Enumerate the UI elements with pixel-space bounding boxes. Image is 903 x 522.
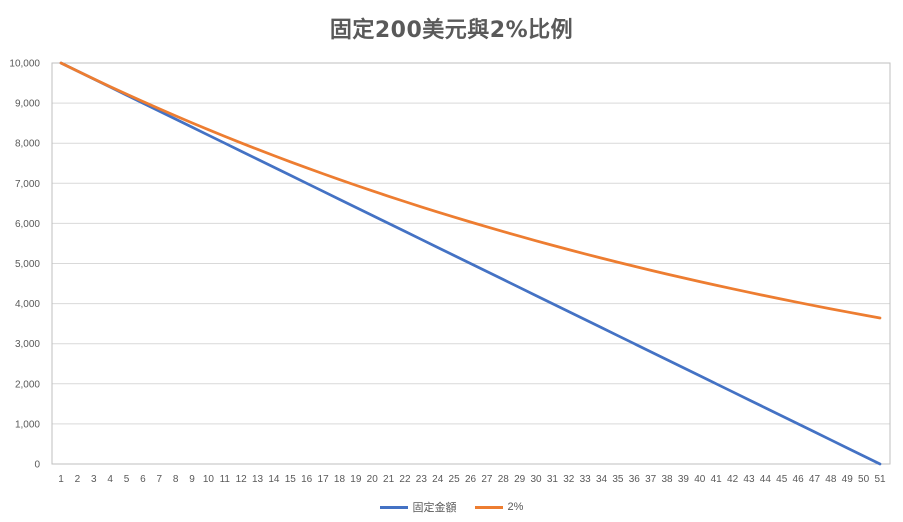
legend-item-fixed: 固定金額 xyxy=(379,499,457,515)
chart-title: 固定200美元與2%比例 xyxy=(329,18,574,43)
x-tick-label: 44 xyxy=(760,474,772,485)
x-tick-label: 9 xyxy=(189,474,195,485)
series-lines xyxy=(59,61,882,466)
x-tick-label: 30 xyxy=(530,474,542,485)
x-tick-label: 8 xyxy=(173,474,179,485)
x-tick-label: 38 xyxy=(661,474,673,485)
x-tick-label: 47 xyxy=(809,474,821,485)
x-tick-label: 11 xyxy=(220,474,231,485)
y-tick-label: 5,000 xyxy=(15,259,40,270)
x-tick-label: 15 xyxy=(285,474,297,485)
x-tick-label: 36 xyxy=(629,474,641,485)
legend: 固定金額 2% xyxy=(0,499,903,515)
plot-frame xyxy=(51,62,891,465)
x-tick-label: 35 xyxy=(612,474,624,485)
x-tick-label: 50 xyxy=(858,474,870,485)
x-tick-label: 13 xyxy=(252,474,264,485)
x-tick-label: 17 xyxy=(318,474,330,485)
y-tick-label: 7,000 xyxy=(15,179,40,190)
x-tick-label: 27 xyxy=(481,474,493,485)
x-tick-label: 24 xyxy=(432,474,444,485)
x-tick-label: 37 xyxy=(645,474,657,485)
y-tick-label: 6,000 xyxy=(15,219,40,230)
series-line-fixed-amount xyxy=(59,61,882,466)
x-tick-label: 49 xyxy=(842,474,854,485)
x-tick-label: 28 xyxy=(498,474,510,485)
x-tick-label: 46 xyxy=(793,474,805,485)
x-tick-label: 45 xyxy=(776,474,788,485)
x-tick-label: 40 xyxy=(694,474,706,485)
x-tick-label: 22 xyxy=(399,474,411,485)
x-tick-label: 29 xyxy=(514,474,526,485)
x-tick-label: 42 xyxy=(727,474,739,485)
x-tick-label: 10 xyxy=(203,474,215,485)
x-tick-label: 51 xyxy=(874,474,886,485)
x-tick-label: 18 xyxy=(334,474,346,485)
legend-label-fixed: 固定金額 xyxy=(412,502,457,514)
x-tick-label: 26 xyxy=(465,474,477,485)
x-tick-label: 1 xyxy=(58,474,64,485)
x-tick-label: 34 xyxy=(596,474,608,485)
x-tick-label: 3 xyxy=(91,474,97,485)
x-tick-label: 32 xyxy=(563,474,575,485)
x-tick-label: 23 xyxy=(416,474,428,485)
x-tick-label: 7 xyxy=(156,474,162,485)
y-tick-label: 8,000 xyxy=(15,139,40,150)
x-tick-label: 41 xyxy=(711,474,723,485)
x-tick-label: 25 xyxy=(449,474,461,485)
x-tick-label: 14 xyxy=(268,474,280,485)
y-tick-label: 2,000 xyxy=(15,379,40,390)
x-tick-label: 19 xyxy=(350,474,362,485)
x-axis: 1 2 3 4 5 6 7 8 9 10 11 12 13 14 15 16 17 18 19 20 21 22 23 24 2… xyxy=(58,474,886,485)
x-tick-label: 39 xyxy=(678,474,690,485)
x-tick-label: 4 xyxy=(107,474,113,485)
y-tick-label: 3,000 xyxy=(15,339,40,350)
x-tick-label: 21 xyxy=(383,474,395,485)
x-tick-label: 2 xyxy=(75,474,81,485)
legend-item-percent: 2% xyxy=(474,501,524,513)
x-tick-label: 31 xyxy=(547,474,559,485)
legend-swatch-fixed xyxy=(379,505,408,509)
x-tick-label: 6 xyxy=(140,474,146,485)
y-axis: 0 1,000 2,000 3,000 4,000 5,000 6,000 7,000 8,00… xyxy=(9,59,40,471)
legend-swatch-percent xyxy=(474,505,503,509)
legend-label-percent: 2% xyxy=(507,501,524,513)
series-line-two-percent xyxy=(59,61,882,320)
y-tick-label: 0 xyxy=(34,460,40,471)
x-tick-label: 48 xyxy=(825,474,837,485)
x-tick-label: 43 xyxy=(743,474,755,485)
y-tick-label: 10,000 xyxy=(9,59,40,70)
x-tick-label: 20 xyxy=(367,474,379,485)
y-tick-label: 4,000 xyxy=(15,299,40,310)
x-tick-label: 16 xyxy=(301,474,313,485)
y-tick-label: 1,000 xyxy=(15,419,40,430)
x-tick-label: 12 xyxy=(236,474,248,485)
x-tick-label: 33 xyxy=(580,474,592,485)
x-tick-label: 5 xyxy=(124,474,130,485)
y-tick-label: 9,000 xyxy=(15,99,40,110)
